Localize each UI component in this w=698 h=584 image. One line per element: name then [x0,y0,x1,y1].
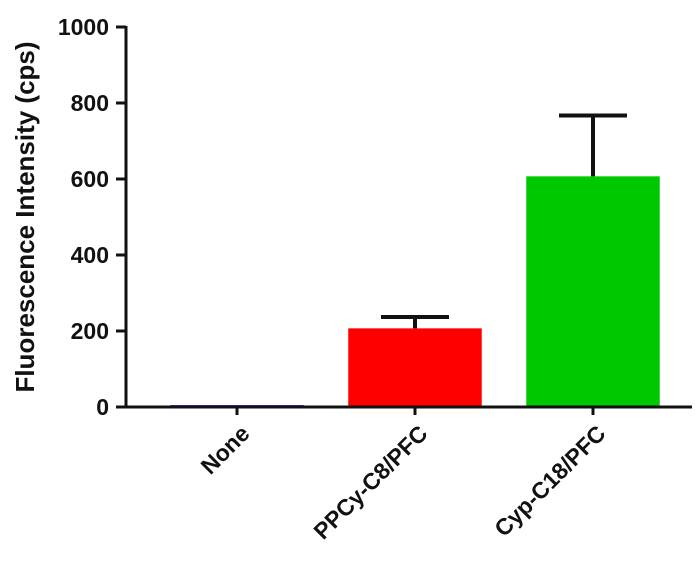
error-bar-2 [559,113,627,177]
x-tick-label-2: Cyp-C18/PFC [489,420,610,541]
bar-1 [348,328,482,407]
y-axis-ticks: 0 200 400 600 800 1000 [58,14,126,420]
bar-2 [526,176,660,407]
bars [170,176,660,407]
error-bars [381,113,627,329]
error-bar-1 [381,314,449,329]
y-tick-label-1: 200 [71,318,109,344]
x-axis-labels: None PPCy-C8/PFC Cyp-C18/PFC [195,407,611,544]
y-tick-label-3: 600 [71,166,109,192]
y-tick-label-4: 800 [71,90,109,116]
y-tick-label-2: 400 [71,242,109,268]
y-axis-title: Fluorescence Intensity (cps) [10,41,40,392]
x-tick-label-1: PPCy-C8/PFC [308,420,432,544]
x-tick-label-0: None [195,420,254,479]
y-tick-label-0: 0 [96,394,109,420]
y-tick-label-5: 1000 [58,14,109,40]
